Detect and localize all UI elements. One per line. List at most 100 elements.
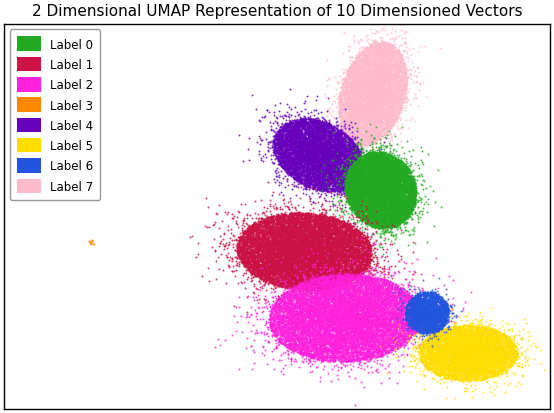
Point [263, 231, 271, 237]
Point [384, 334, 393, 340]
Point [366, 216, 375, 222]
Point [453, 366, 462, 373]
Point [393, 220, 402, 227]
Point [346, 198, 355, 205]
Point [347, 302, 356, 309]
Point [301, 117, 310, 123]
Point [364, 308, 373, 315]
Point [316, 233, 325, 239]
Point [340, 88, 349, 95]
Point [396, 190, 404, 196]
Point [461, 347, 470, 354]
Point [247, 229, 255, 236]
Point [317, 259, 326, 265]
Point [410, 182, 419, 189]
Point [308, 282, 317, 289]
Point [389, 214, 398, 220]
Point [408, 302, 417, 309]
Point [515, 360, 524, 367]
Point [327, 322, 336, 328]
Point [332, 135, 341, 142]
Point [389, 180, 398, 187]
Point [364, 47, 373, 54]
Point [286, 259, 295, 266]
Point [382, 158, 391, 165]
Point [301, 340, 310, 347]
Point [322, 78, 331, 84]
Point [458, 373, 466, 380]
Point [393, 178, 402, 185]
Point [353, 176, 362, 183]
Point [289, 274, 298, 280]
Point [458, 335, 467, 342]
Point [392, 56, 401, 62]
Point [274, 225, 283, 231]
Point [396, 189, 405, 195]
Point [284, 324, 293, 331]
Point [314, 235, 322, 242]
Point [299, 243, 308, 249]
Point [441, 318, 450, 325]
Point [375, 183, 384, 189]
Point [346, 178, 355, 185]
Point [337, 158, 346, 164]
Point [264, 237, 273, 244]
Point [296, 123, 305, 129]
Point [404, 332, 413, 339]
Point [295, 265, 304, 272]
Point [470, 354, 479, 360]
Point [315, 323, 324, 330]
Point [285, 251, 294, 258]
Point [308, 256, 317, 263]
Point [362, 217, 371, 223]
Point [412, 197, 420, 203]
Point [288, 161, 297, 168]
Point [256, 236, 265, 242]
Point [336, 284, 345, 290]
Point [397, 200, 406, 207]
Point [509, 359, 518, 366]
Point [408, 336, 417, 343]
Point [310, 309, 319, 316]
Point [304, 234, 313, 241]
Point [293, 256, 302, 263]
Point [304, 121, 312, 128]
Point [502, 369, 511, 376]
Point [400, 178, 409, 185]
Point [474, 336, 483, 343]
Point [299, 323, 308, 330]
Point [352, 83, 361, 89]
Point [319, 122, 327, 128]
Point [486, 370, 495, 376]
Point [461, 372, 470, 378]
Point [324, 310, 332, 316]
Point [315, 266, 324, 273]
Point [376, 111, 385, 117]
Point [321, 253, 330, 259]
Point [480, 324, 489, 331]
Point [326, 179, 335, 186]
Point [364, 70, 373, 76]
Point [374, 225, 383, 232]
Point [315, 230, 324, 237]
Point [391, 213, 400, 219]
Point [401, 183, 410, 190]
Point [375, 197, 383, 204]
Point [490, 336, 499, 342]
Point [325, 188, 334, 195]
Point [354, 140, 363, 147]
Point [378, 52, 387, 58]
Point [325, 158, 334, 165]
Point [370, 285, 379, 292]
Point [362, 293, 371, 299]
Point [301, 278, 310, 285]
Point [309, 185, 317, 192]
Point [439, 322, 448, 328]
Point [346, 95, 355, 102]
Point [456, 328, 465, 335]
Point [396, 228, 405, 234]
Point [359, 178, 368, 185]
Point [311, 276, 320, 282]
Point [375, 71, 384, 77]
Point [346, 239, 355, 246]
